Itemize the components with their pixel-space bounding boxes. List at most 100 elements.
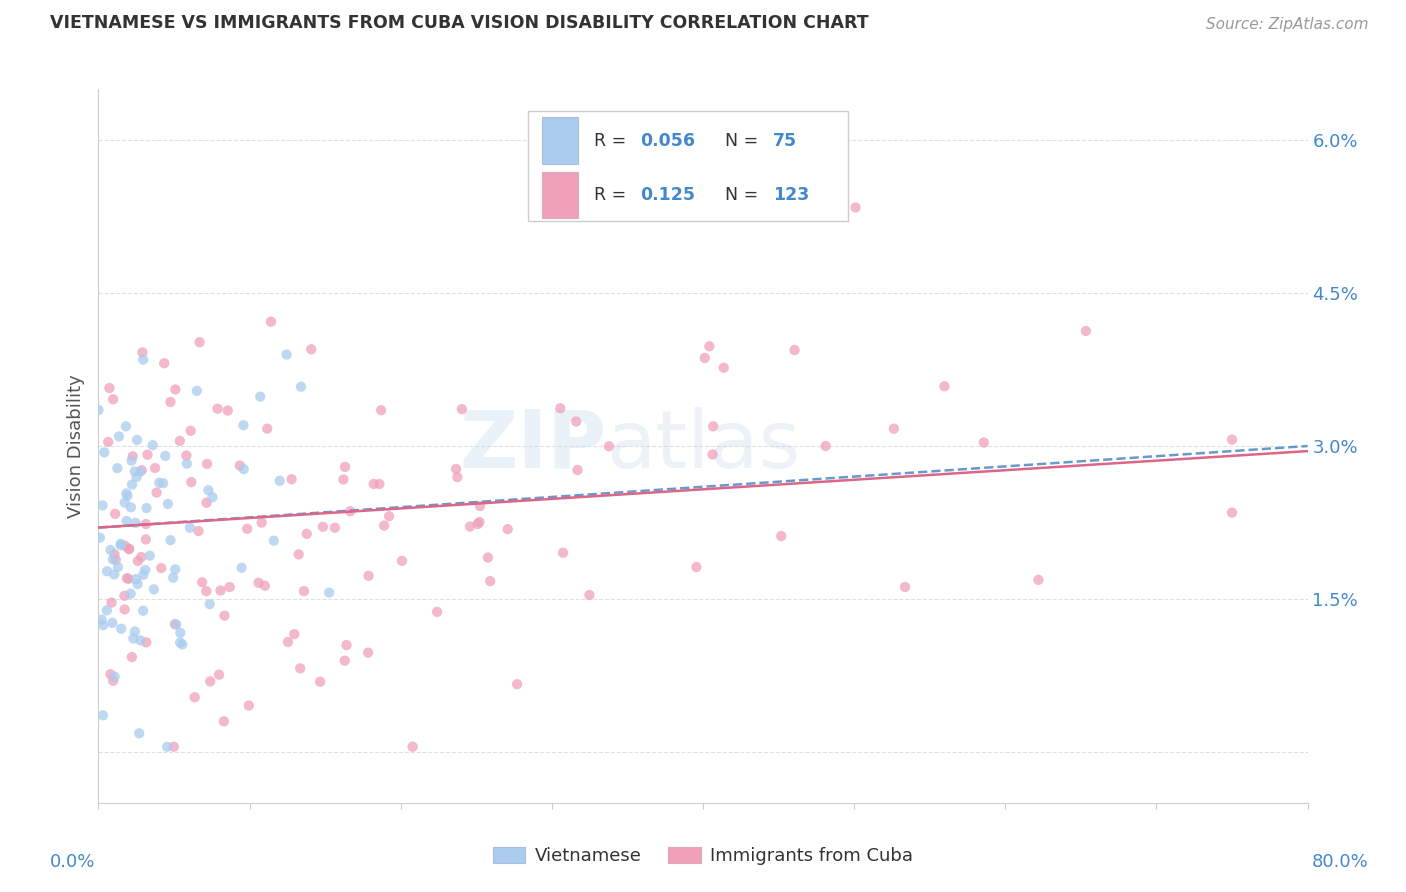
- Point: [97, 434, 120, 449]
- Point: [115, 571, 138, 585]
- Point: [312, 520, 335, 534]
- Point: [100, 596, 122, 610]
- Point: [458, 519, 481, 533]
- Text: VIETNAMESE VS IMMIGRANTS FROM CUBA VISION DISABILITY CORRELATION CHART: VIETNAMESE VS IMMIGRANTS FROM CUBA VISIO…: [51, 14, 869, 32]
- Point: [391, 554, 413, 568]
- Point: [260, 315, 283, 329]
- Point: [176, 457, 198, 471]
- Point: [165, 383, 187, 397]
- Point: [131, 463, 153, 477]
- Point: [702, 447, 724, 461]
- Point: [165, 617, 187, 632]
- Point: [426, 605, 449, 619]
- Point: [121, 450, 143, 464]
- FancyBboxPatch shape: [543, 171, 578, 218]
- Point: [191, 575, 214, 590]
- Point: [127, 554, 149, 568]
- Point: [107, 560, 129, 574]
- Point: [148, 475, 170, 490]
- Point: [180, 475, 202, 490]
- Point: [100, 543, 122, 558]
- Legend: Vietnamese, Immigrants from Cuba: Vietnamese, Immigrants from Cuba: [485, 839, 921, 872]
- Point: [506, 677, 529, 691]
- Point: [333, 654, 356, 668]
- Point: [169, 625, 191, 640]
- Point: [163, 617, 186, 632]
- Point: [567, 463, 589, 477]
- Point: [135, 501, 157, 516]
- Point: [699, 339, 721, 353]
- Point: [118, 541, 141, 556]
- Point: [153, 356, 176, 370]
- Point: [208, 667, 231, 681]
- Point: [231, 560, 253, 574]
- Point: [101, 673, 124, 688]
- Point: [894, 580, 917, 594]
- Point: [132, 352, 155, 367]
- Point: [277, 635, 299, 649]
- Point: [101, 615, 124, 630]
- Point: [467, 517, 489, 532]
- Point: [339, 504, 361, 518]
- Point: [844, 201, 866, 215]
- Point: [152, 476, 174, 491]
- Point: [280, 472, 302, 486]
- Point: [114, 539, 136, 553]
- Point: [124, 624, 146, 639]
- Point: [247, 575, 270, 590]
- Point: [101, 552, 124, 566]
- Point: [232, 418, 254, 433]
- Point: [118, 542, 141, 557]
- Text: 0.125: 0.125: [640, 186, 695, 203]
- Point: [159, 395, 181, 409]
- Point: [218, 580, 240, 594]
- Point: [287, 548, 309, 562]
- Point: [263, 533, 285, 548]
- Point: [373, 518, 395, 533]
- Point: [783, 343, 806, 357]
- Point: [217, 403, 239, 417]
- Point: [1028, 573, 1050, 587]
- Text: ZIP: ZIP: [458, 407, 606, 485]
- Point: [1220, 506, 1243, 520]
- Point: [125, 572, 148, 586]
- Point: [451, 402, 474, 417]
- Point: [195, 496, 218, 510]
- Point: [150, 561, 173, 575]
- Point: [120, 500, 142, 515]
- Y-axis label: Vision Disability: Vision Disability: [66, 374, 84, 518]
- Point: [142, 438, 165, 452]
- Point: [103, 547, 125, 561]
- Point: [187, 524, 209, 538]
- Text: 80.0%: 80.0%: [1312, 853, 1368, 871]
- Point: [135, 516, 157, 531]
- Point: [236, 522, 259, 536]
- Point: [496, 522, 519, 536]
- Point: [229, 458, 252, 473]
- Point: [120, 587, 142, 601]
- Point: [169, 434, 191, 448]
- Point: [195, 457, 218, 471]
- Point: [115, 486, 138, 500]
- Point: [125, 433, 148, 447]
- Point: [292, 584, 315, 599]
- Point: [468, 499, 491, 513]
- Point: [378, 509, 401, 524]
- Point: [101, 392, 124, 407]
- FancyBboxPatch shape: [543, 118, 578, 164]
- Point: [169, 635, 191, 649]
- Point: [207, 401, 229, 416]
- Point: [335, 638, 357, 652]
- Point: [142, 582, 165, 597]
- Point: [209, 583, 232, 598]
- Point: [253, 579, 276, 593]
- Point: [214, 608, 236, 623]
- Point: [122, 632, 145, 646]
- Point: [89, 531, 111, 545]
- Point: [159, 533, 181, 548]
- Point: [401, 739, 423, 754]
- Point: [156, 497, 179, 511]
- Point: [685, 560, 707, 574]
- Text: R =: R =: [595, 186, 631, 203]
- Point: [232, 462, 254, 476]
